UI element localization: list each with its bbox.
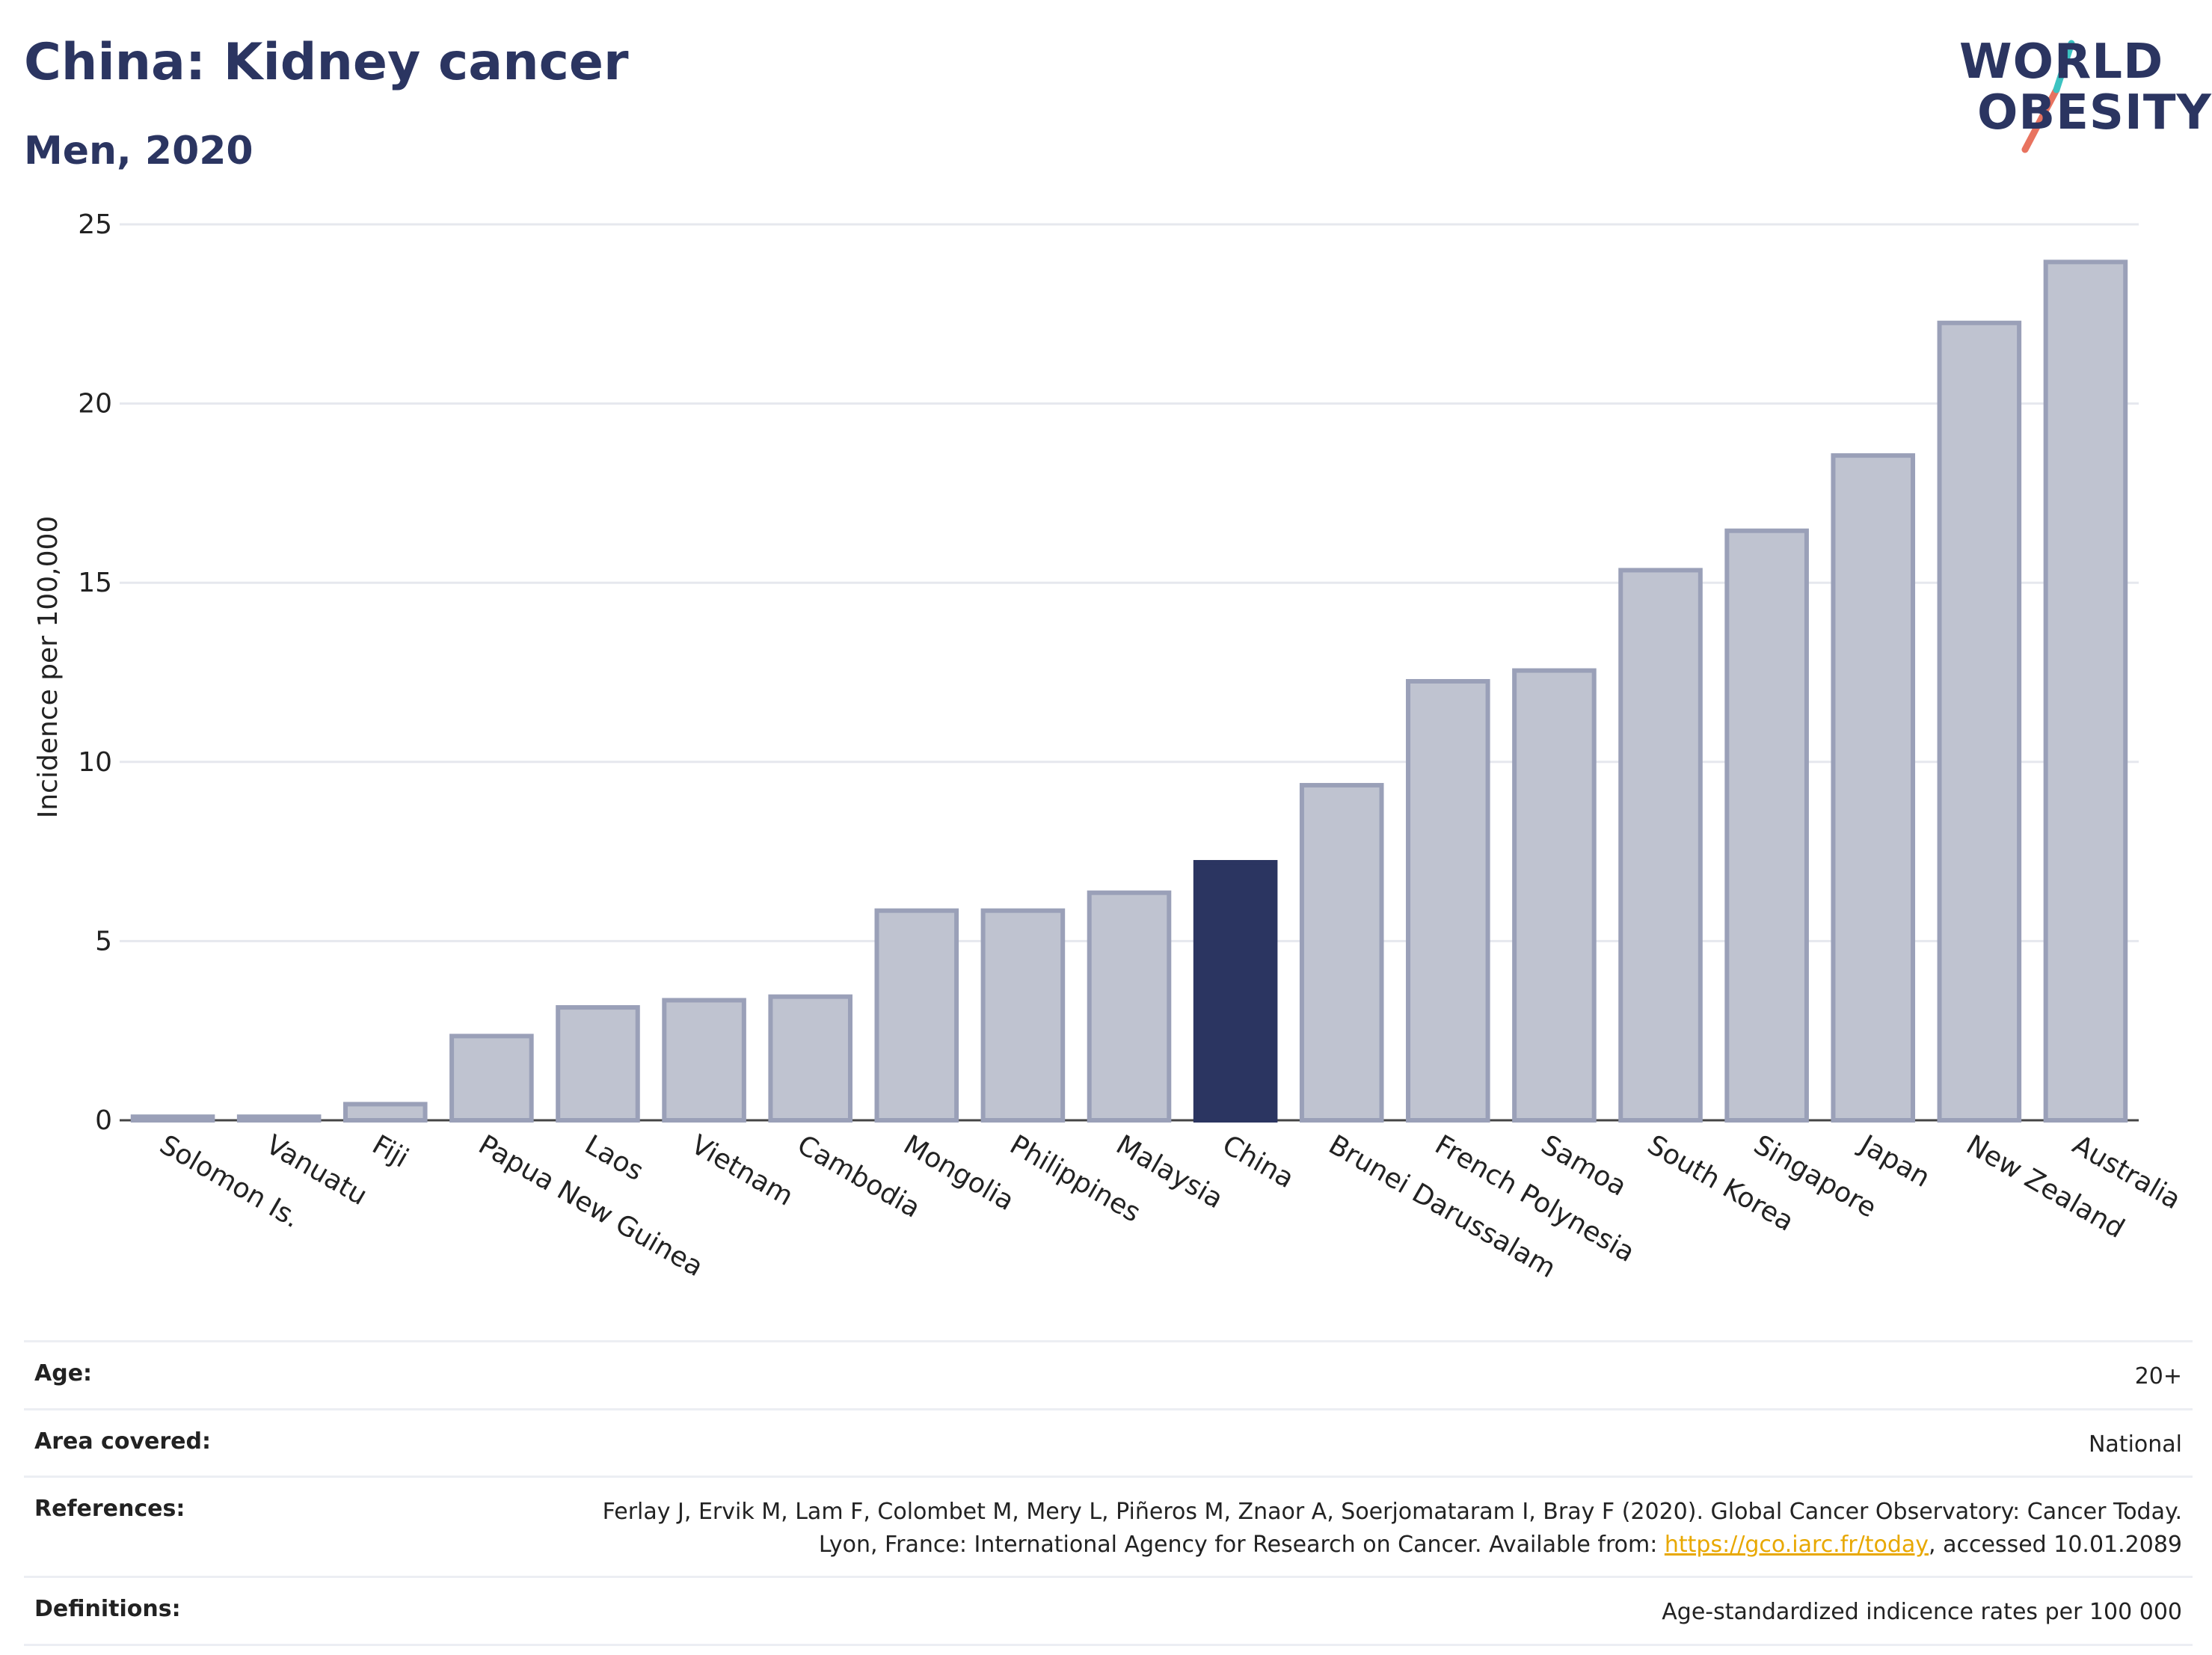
x-tick-label: Vietnam (686, 1129, 798, 1212)
bar-japan (1831, 453, 1916, 1123)
bars (130, 260, 2128, 1123)
bar-brunei-darussalam (1299, 782, 1384, 1123)
y-tick-label: 0 (95, 1105, 112, 1136)
meta-row-definitions: Definitions: Age-standardized indicence … (24, 1576, 2193, 1646)
bar-malaysia (1087, 890, 1172, 1123)
y-tick-label: 5 (95, 926, 112, 957)
bar-vanuatu (236, 1114, 322, 1123)
bar-laos (556, 1005, 640, 1123)
y-tick-label: 25 (78, 209, 112, 240)
y-tick-label: 15 (78, 568, 112, 598)
meta-row-references: References: Ferlay J, Ervik M, Lam F, Co… (24, 1476, 2193, 1576)
logo-word-obesity: OBESITY (1977, 85, 2212, 141)
bar-french-polynesia (1406, 678, 1490, 1123)
bar-papua-new-guinea (449, 1034, 534, 1123)
x-tick-label: Japan (1854, 1129, 1935, 1194)
meta-value-references: Ferlay J, Ervik M, Lam F, Colombet M, Me… (552, 1496, 2182, 1561)
reference-accessed: , accessed 10.01.2089 (1929, 1531, 2182, 1558)
bar-philippines (980, 908, 1066, 1123)
bar-cambodia (768, 994, 852, 1123)
meta-value-definitions: Age-standardized indicence rates per 100… (1662, 1599, 2182, 1625)
y-tick-label: 10 (78, 747, 112, 778)
logo-word-world: WORLD (1959, 34, 2164, 90)
bar-solomon-is (130, 1114, 215, 1123)
bar-vietnam (662, 998, 746, 1123)
x-tick-label: China (1217, 1129, 1300, 1194)
meta-value-area: National (2088, 1431, 2182, 1458)
metadata-table: Age: 20+ Area covered: National Referenc… (24, 1340, 2193, 1646)
reference-text: Ferlay J, Ervik M, Lam F, Colombet M, Me… (602, 1499, 2182, 1558)
bar-samoa (1512, 668, 1597, 1123)
y-tick-label: 20 (78, 389, 112, 420)
bar-south-korea (1618, 568, 1703, 1123)
y-axis-label: Incidence per 100,000 (33, 516, 64, 819)
reference-link[interactable]: https://gco.iarc.fr/today (1664, 1531, 1929, 1558)
meta-row-age: Age: 20+ (24, 1340, 2193, 1408)
meta-row-area: Area covered: National (24, 1407, 2193, 1476)
meta-label-references: References: (34, 1496, 185, 1522)
meta-label-age: Age: (34, 1360, 93, 1387)
meta-value-age: 20+ (2134, 1363, 2182, 1390)
world-obesity-logo: WORLD OBESITY (1944, 30, 2211, 165)
meta-label-definitions: Definitions: (34, 1596, 181, 1622)
bar-australia (2043, 260, 2128, 1123)
bar-new-zealand (1937, 320, 2022, 1123)
bar-singapore (1724, 528, 1809, 1123)
chart-subtitle: Men, 2020 (24, 129, 254, 174)
x-tick-label: Laos (580, 1129, 648, 1187)
bar-fiji (342, 1102, 428, 1123)
y-tick-labels: 0 5 10 15 20 25 (78, 209, 112, 1136)
logo-slash-icon (2021, 40, 2075, 153)
chart-title: China: Kidney cancer (24, 33, 629, 92)
x-tick-label: Fiji (367, 1129, 414, 1174)
bar-china (1193, 859, 1278, 1123)
meta-label-area: Area covered: (34, 1428, 211, 1455)
bar-mongolia (874, 908, 959, 1123)
